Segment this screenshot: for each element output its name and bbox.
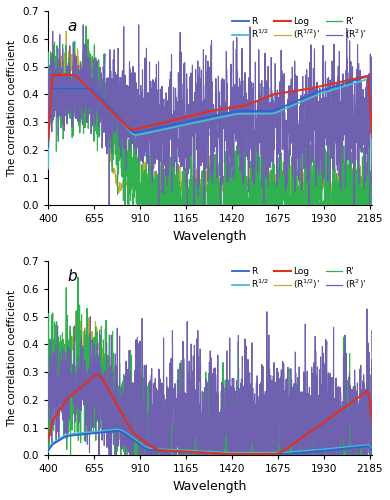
X-axis label: Wavelength: Wavelength xyxy=(173,230,247,243)
Legend: R, R$^{1/2}$, Log, (R$^{1/2}$)', R', (R$^{2}$)': R, R$^{1/2}$, Log, (R$^{1/2}$)', R', (R$… xyxy=(230,16,368,44)
Legend: R, R$^{1/2}$, Log, (R$^{1/2}$)', R', (R$^{2}$)': R, R$^{1/2}$, Log, (R$^{1/2}$)', R', (R$… xyxy=(230,266,368,293)
Text: a: a xyxy=(67,18,77,34)
X-axis label: Wavelength: Wavelength xyxy=(173,480,247,493)
Text: b: b xyxy=(67,268,77,283)
Y-axis label: The correlation coefficient: The correlation coefficient xyxy=(7,40,17,176)
Y-axis label: The correlation coefficient: The correlation coefficient xyxy=(7,290,17,426)
